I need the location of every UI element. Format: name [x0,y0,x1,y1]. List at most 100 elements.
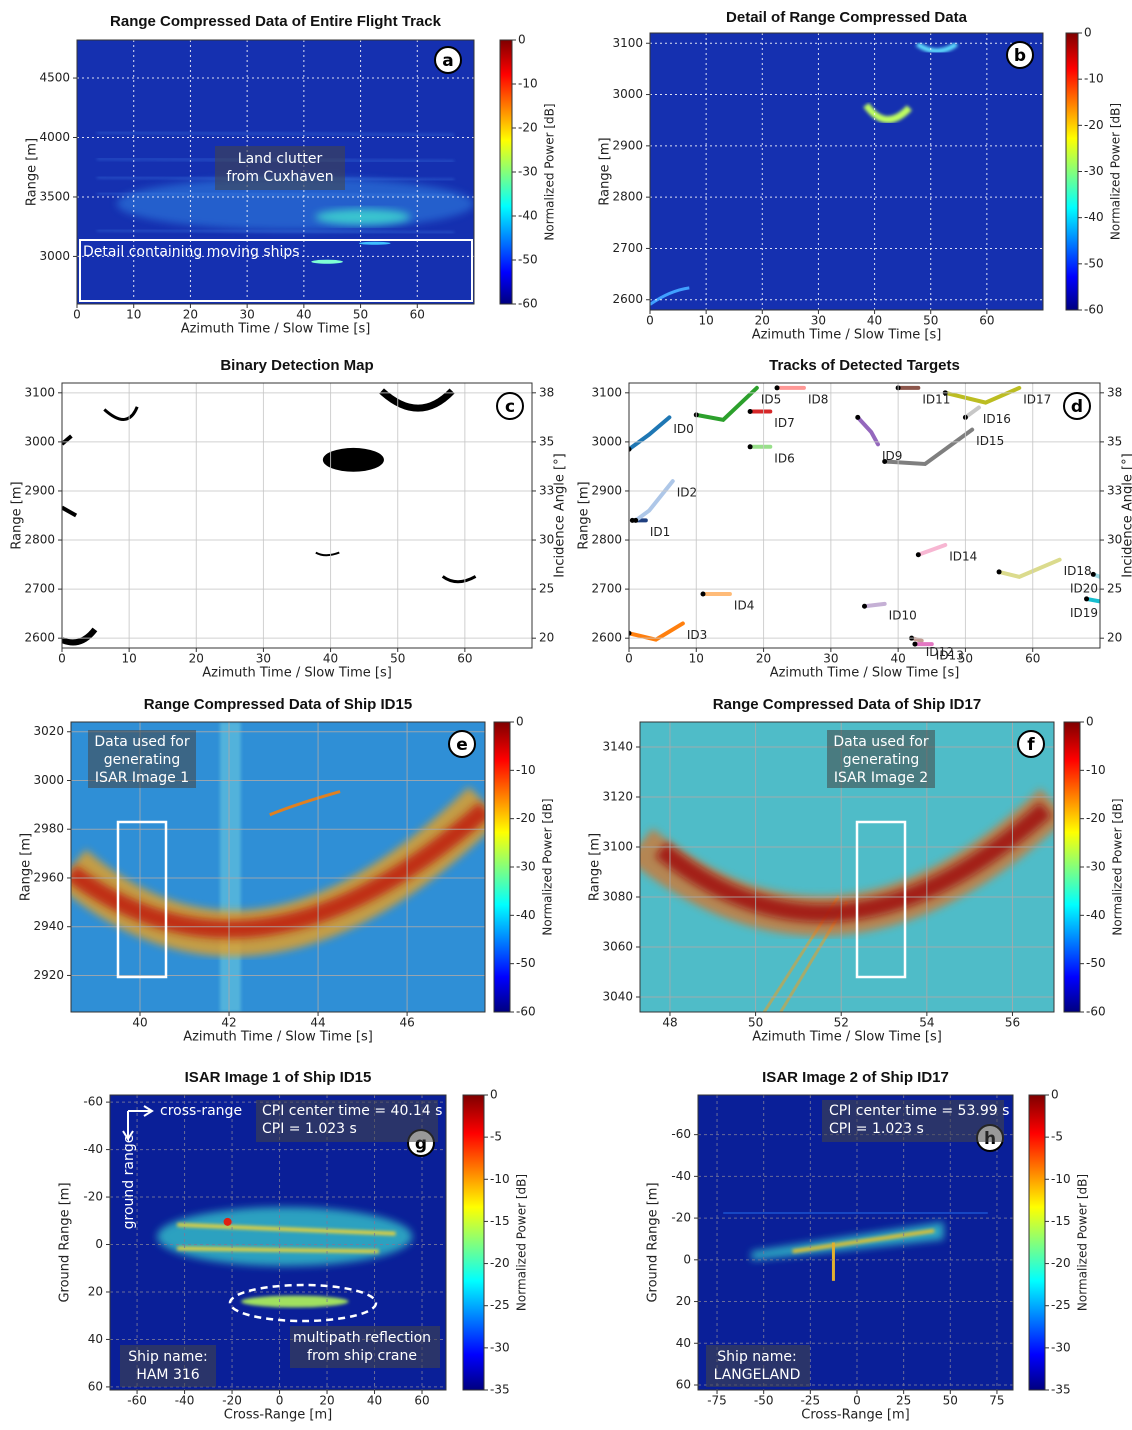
colorbar-tick-label: 0 [1051,1088,1059,1102]
x-axis-label: Cross-Range [m] [224,1408,332,1423]
colorbar-tick-label: -30 [516,860,536,874]
track [862,601,887,609]
plot-frame [61,382,533,649]
panel-title: Range Compressed Data of Ship ID17 [713,696,981,713]
ship-echo [650,286,690,306]
y-tick-label: 2600 [612,292,643,306]
x-tick-label: 0 [625,652,633,666]
x-tick-label: -20 [222,1394,242,1408]
x-tick-label: 0 [58,652,66,666]
annotation: ISAR Image 2 [834,770,928,786]
y-axis-label: Range [m] [577,481,592,549]
image [629,385,1100,647]
x-tick-label: 0 [73,308,81,322]
x-tick-label: 30 [256,652,271,666]
y-tick-label: 60 [676,1377,691,1391]
panel-letter-circle [1063,392,1091,420]
track-start [912,641,918,647]
colorbar-tick-label: -60 [518,297,538,311]
track-label: ID14 [949,549,977,563]
y-tick-label: 2700 [24,582,55,596]
track [629,415,672,452]
y2-tick-label: 38 [539,385,554,399]
x-tick-label: 60 [979,314,994,328]
x-tick-label: -75 [707,1394,727,1408]
x-tick-label: 20 [189,652,204,666]
colorbar-tick-label: -50 [518,253,538,267]
panel-letter-circle [434,46,462,74]
panel-letter: b [1014,46,1026,66]
y-tick-label: 2920 [33,968,64,982]
x-tick-label: -50 [754,1394,774,1408]
track-start [629,630,632,636]
annotation: ground range [121,1135,137,1230]
annotation: generating [104,752,180,768]
colorbar-tick-label: -10 [516,763,536,777]
colorbar-tick-label: -50 [1086,956,1106,970]
track-start [629,446,632,452]
x-tick-label: 10 [126,308,141,322]
colorbar-label: Normalized Power [dB] [541,798,555,935]
y-tick-label: 3000 [24,434,55,448]
track-start [747,444,753,450]
detection [441,575,477,584]
y-tick-label: 2800 [612,190,643,204]
x-tick-label: 52 [834,1016,849,1030]
colorbar-tick-label: 0 [1084,26,1092,40]
annotation: Detail containing moving ships [83,244,300,260]
x-tick-label: 10 [699,314,714,328]
y-tick-label: -40 [671,1169,691,1183]
annotation: from ship crane [307,1348,417,1364]
track [629,621,685,642]
x-tick-label: 20 [755,314,770,328]
colorbar-tick-label: -60 [1086,1005,1106,1019]
colorbar-tick-label: -20 [518,121,538,135]
y-tick-label: 2900 [612,138,643,152]
colorbar-tick-label: -60 [1084,303,1104,317]
colorbar [462,1094,485,1391]
colorbar-tick-label: -40 [1084,210,1104,224]
x-tick-label: 48 [662,1016,677,1030]
x-tick-label: 54 [919,1016,934,1030]
y-tick-label: 2900 [591,483,622,497]
track-label: ID8 [808,392,828,406]
x-axis-label: Azimuth Time / Slow Time [s] [752,328,942,343]
y-tick-label: 0 [95,1237,103,1251]
annotation-box [256,1100,438,1142]
annotation-box [822,1100,1004,1142]
colorbar [1063,721,1081,1013]
track-label: ID12 [926,645,954,659]
track [694,385,759,422]
x-tick-label: 10 [122,652,137,666]
annotation-box [290,1326,440,1368]
detection [62,627,98,646]
y2-tick-label: 33 [1107,483,1122,497]
plot-frame [628,382,1101,649]
echo [655,802,1052,923]
y-axis-label: Range [m] [19,833,34,901]
panel-title: Detail of Range Compressed Data [726,9,968,26]
colorbar-tick-label: -10 [490,1172,510,1186]
detection [322,447,384,472]
track [855,415,880,447]
image [723,1212,988,1281]
track-label: ID17 [1023,392,1051,406]
x-tick-label: 40 [132,1016,147,1030]
track [997,557,1062,579]
colorbar-tick-label: -20 [1084,118,1104,132]
track-label: ID5 [761,392,781,406]
track-start [855,414,861,420]
y-tick-label: 2980 [33,822,64,836]
detection [379,388,455,412]
x-tick-label: 60 [410,308,425,322]
y-tick-label: 3080 [602,890,633,904]
annotation: Data used for [833,734,928,750]
track-start [862,603,867,609]
x-tick-label: 50 [748,1016,763,1030]
detection [62,505,78,518]
x-tick-label: 40 [867,314,882,328]
y2-tick-label: 35 [539,434,554,448]
colorbar-tick-label: 0 [490,1088,498,1102]
x-tick-label: 25 [896,1394,911,1408]
